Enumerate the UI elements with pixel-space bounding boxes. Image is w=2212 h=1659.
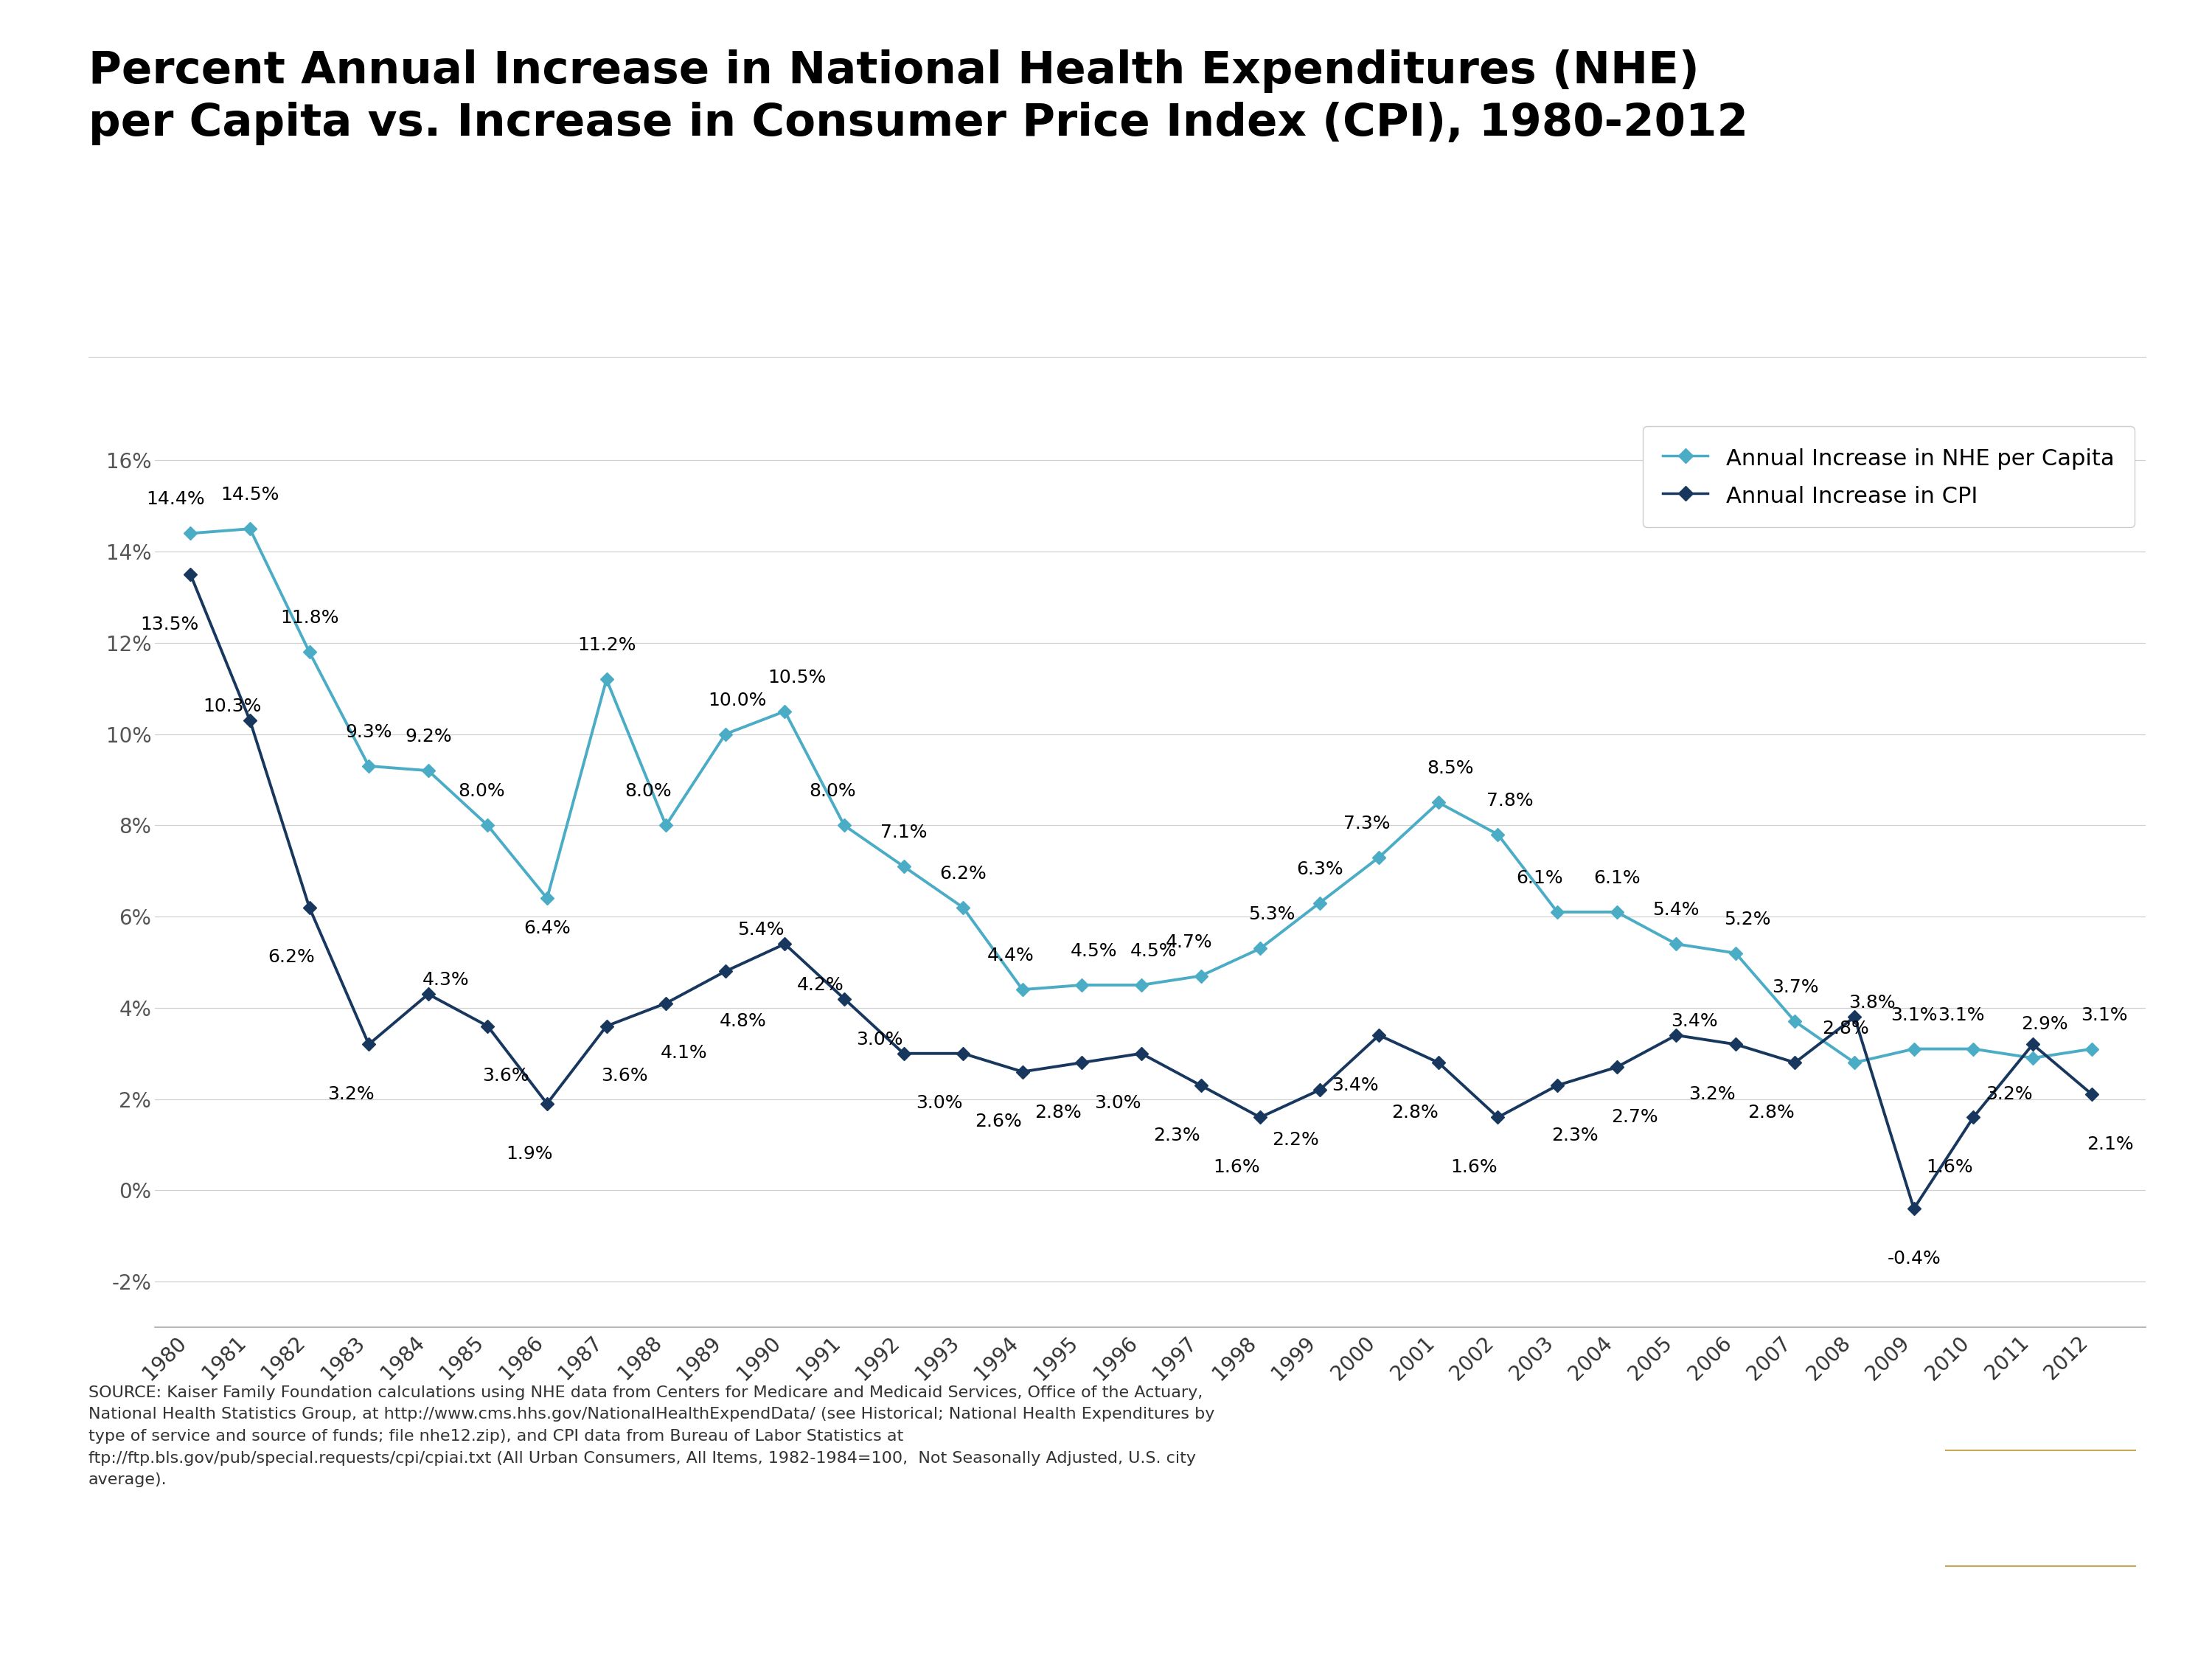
- Text: 4.5%: 4.5%: [1130, 942, 1177, 961]
- Text: 3.1%: 3.1%: [1891, 1005, 1938, 1024]
- Text: 2.8%: 2.8%: [1035, 1103, 1082, 1121]
- Text: 4.8%: 4.8%: [719, 1012, 768, 1030]
- Text: 3.4%: 3.4%: [1332, 1077, 1378, 1093]
- Text: 5.4%: 5.4%: [737, 921, 785, 939]
- Text: 9.2%: 9.2%: [405, 728, 451, 745]
- Text: 6.1%: 6.1%: [1515, 869, 1564, 888]
- Text: 8.5%: 8.5%: [1427, 760, 1473, 778]
- Text: 2.6%: 2.6%: [975, 1113, 1022, 1130]
- Text: 3.0%: 3.0%: [916, 1095, 962, 1112]
- Text: 3.1%: 3.1%: [1938, 1005, 1984, 1024]
- Text: 2.8%: 2.8%: [1391, 1103, 1438, 1121]
- Text: 4.7%: 4.7%: [1166, 932, 1212, 951]
- Text: 1.6%: 1.6%: [1927, 1158, 1973, 1176]
- Text: 10.5%: 10.5%: [768, 669, 825, 687]
- Text: 3.1%: 3.1%: [2081, 1005, 2128, 1024]
- Text: 8.0%: 8.0%: [810, 783, 856, 800]
- Text: 1.9%: 1.9%: [507, 1145, 553, 1163]
- Text: 3.2%: 3.2%: [327, 1085, 374, 1103]
- Text: 2.9%: 2.9%: [2022, 1015, 2068, 1034]
- Text: 13.5%: 13.5%: [142, 615, 199, 634]
- Text: 1.6%: 1.6%: [1212, 1158, 1261, 1176]
- Text: 11.2%: 11.2%: [577, 637, 635, 654]
- Text: 8.0%: 8.0%: [624, 783, 672, 800]
- Text: 6.1%: 6.1%: [1593, 869, 1639, 888]
- Text: 3.0%: 3.0%: [1095, 1095, 1141, 1112]
- Text: Percent Annual Increase in National Health Expenditures (NHE)
per Capita vs. Inc: Percent Annual Increase in National Heal…: [88, 50, 1747, 146]
- Text: 4.3%: 4.3%: [422, 971, 469, 989]
- Text: 5.3%: 5.3%: [1250, 906, 1296, 924]
- Text: 2.3%: 2.3%: [1551, 1126, 1599, 1145]
- Text: 7.1%: 7.1%: [880, 823, 927, 841]
- Text: 2.2%: 2.2%: [1272, 1131, 1318, 1148]
- Text: FOUNDATION: FOUNDATION: [2008, 1599, 2073, 1609]
- Text: 2.1%: 2.1%: [2086, 1135, 2132, 1153]
- Text: 6.2%: 6.2%: [268, 949, 314, 966]
- Text: 6.3%: 6.3%: [1296, 859, 1343, 878]
- Legend: Annual Increase in NHE per Capita, Annual Increase in CPI: Annual Increase in NHE per Capita, Annua…: [1644, 426, 2135, 528]
- Text: 4.5%: 4.5%: [1071, 942, 1117, 961]
- Text: 14.5%: 14.5%: [221, 486, 279, 504]
- Text: FAMILY: FAMILY: [2002, 1528, 2079, 1548]
- Text: 5.4%: 5.4%: [1652, 901, 1699, 919]
- Text: -0.4%: -0.4%: [1887, 1249, 1940, 1267]
- Text: 4.2%: 4.2%: [796, 975, 845, 994]
- Text: THE HENRY J.: THE HENRY J.: [2008, 1420, 2073, 1428]
- Text: 3.0%: 3.0%: [856, 1030, 902, 1048]
- Text: 4.1%: 4.1%: [661, 1045, 708, 1062]
- Text: 7.8%: 7.8%: [1486, 791, 1533, 810]
- Text: 7.3%: 7.3%: [1343, 815, 1391, 833]
- Text: 11.8%: 11.8%: [281, 609, 338, 627]
- Text: 10.3%: 10.3%: [204, 697, 261, 715]
- Text: 9.3%: 9.3%: [345, 723, 392, 742]
- Text: 2.7%: 2.7%: [1610, 1108, 1659, 1126]
- Text: 6.4%: 6.4%: [524, 919, 571, 937]
- Text: 3.4%: 3.4%: [1670, 1012, 1717, 1030]
- Text: KAISER: KAISER: [2002, 1481, 2079, 1501]
- Text: 3.6%: 3.6%: [602, 1067, 648, 1085]
- Text: 3.8%: 3.8%: [1849, 994, 1896, 1012]
- Text: 3.2%: 3.2%: [1688, 1085, 1734, 1103]
- Text: 10.0%: 10.0%: [708, 692, 768, 708]
- Text: 5.2%: 5.2%: [1723, 911, 1772, 927]
- Text: 14.4%: 14.4%: [146, 491, 206, 508]
- Text: 2.8%: 2.8%: [1823, 1020, 1869, 1037]
- Text: 3.6%: 3.6%: [482, 1067, 529, 1085]
- Text: 3.7%: 3.7%: [1772, 979, 1818, 997]
- Text: SOURCE: Kaiser Family Foundation calculations using NHE data from Centers for Me: SOURCE: Kaiser Family Foundation calcula…: [88, 1385, 1214, 1488]
- Text: 1.6%: 1.6%: [1451, 1158, 1498, 1176]
- Text: 4.4%: 4.4%: [987, 947, 1033, 964]
- Text: 3.2%: 3.2%: [1986, 1085, 2033, 1103]
- Text: 2.8%: 2.8%: [1747, 1103, 1794, 1121]
- Text: 8.0%: 8.0%: [458, 783, 504, 800]
- Text: 2.3%: 2.3%: [1152, 1126, 1201, 1145]
- Text: 6.2%: 6.2%: [940, 864, 987, 883]
